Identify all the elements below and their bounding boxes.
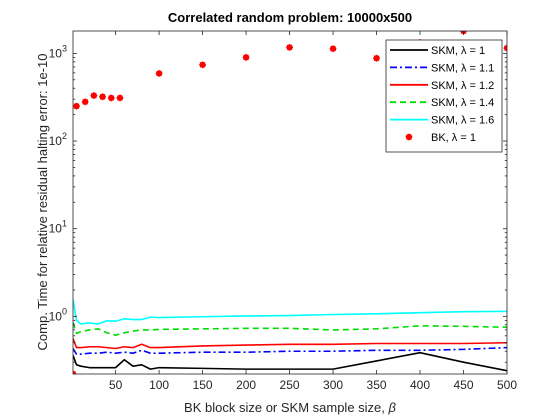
- legend-item: BK, λ = 1: [405, 132, 476, 144]
- legend-item: SKM, λ = 1.1: [390, 62, 494, 74]
- legend-label-lambda: λ = 1: [461, 45, 485, 57]
- series-0: [73, 351, 507, 372]
- data-point: [107, 94, 115, 102]
- data-point: [286, 43, 293, 51]
- series-line: [73, 351, 507, 372]
- legend-item: SKM, λ = 1.4: [390, 97, 494, 109]
- x-tick-label: 450: [453, 378, 473, 392]
- legend-label-name: SKM,: [431, 97, 461, 109]
- y-tick-label-exponent: 0: [62, 306, 67, 316]
- series-line: [73, 299, 507, 325]
- legend-label: SKM, λ = 1.6: [431, 115, 494, 127]
- x-tick-label: 350: [367, 378, 387, 392]
- data-point: [242, 53, 250, 61]
- legend-label-name: BK,: [431, 132, 452, 144]
- series-group: [73, 31, 507, 374]
- legend-label-lambda: λ = 1: [452, 132, 476, 144]
- data-point: [81, 98, 89, 106]
- legend-label-name: SKM,: [431, 45, 461, 57]
- series-line: [73, 338, 507, 350]
- x-axis-label: BK block size or SKM sample size, β: [184, 400, 396, 415]
- legend-label-name: SKM,: [431, 62, 461, 74]
- x-tick-label: 500: [497, 378, 517, 392]
- data-point: [155, 70, 163, 77]
- x-tick-label: 400: [410, 378, 430, 392]
- series-4: [73, 299, 507, 325]
- y-tick-label-base: 10: [49, 134, 63, 148]
- x-tick-label: 300: [323, 378, 343, 392]
- data-point: [116, 94, 124, 102]
- x-tick-label: 50: [109, 378, 123, 392]
- legend-item: SKM, λ = 1.2: [390, 80, 494, 92]
- legend-label-name: SKM,: [431, 80, 461, 92]
- data-point: [373, 54, 380, 62]
- legend-item: SKM, λ = 1: [390, 45, 485, 57]
- legend-label-lambda: λ = 1.4: [461, 97, 494, 109]
- chart-title: Correlated random problem: 10000x500: [168, 10, 412, 25]
- legend-label-lambda: λ = 1.2: [461, 80, 494, 92]
- y-tick-label-exponent: 3: [62, 43, 67, 53]
- y-tick-label-exponent: 1: [62, 219, 67, 229]
- legend-item: SKM, λ = 1.6: [390, 115, 494, 127]
- data-point: [90, 92, 98, 99]
- x-tick-label: 200: [236, 378, 256, 392]
- series-2: [73, 338, 507, 350]
- legend-label: SKM, λ = 1.1: [431, 62, 494, 74]
- x-tick-label: 250: [280, 378, 300, 392]
- data-point: [73, 102, 80, 110]
- series-3: [73, 322, 507, 336]
- y-tick-label-exponent: 2: [62, 131, 67, 141]
- legend-label-name: SKM,: [431, 115, 461, 127]
- data-point: [99, 93, 106, 101]
- y-tick-label-base: 10: [49, 46, 63, 60]
- legend-marker: [405, 133, 413, 141]
- series-line: [73, 346, 507, 356]
- legend-label: BK, λ = 1: [431, 132, 476, 144]
- legend-box: [385, 39, 503, 153]
- legend-label-lambda: λ = 1.1: [461, 62, 494, 74]
- x-axis-label-text: BK block size or SKM sample size,: [184, 400, 388, 415]
- y-tick-label: 101: [49, 219, 67, 236]
- legend-label: SKM, λ = 1: [431, 45, 485, 57]
- x-tick-label: 150: [193, 378, 213, 392]
- y-tick-label: 100: [49, 306, 67, 323]
- y-tick-label: 102: [49, 131, 67, 148]
- y-tick-label-base: 10: [49, 309, 63, 323]
- series-1: [73, 346, 507, 356]
- y-axis-label: Comp. Time for relative residual halting…: [35, 54, 50, 351]
- legend-label-lambda: λ = 1.6: [461, 115, 494, 127]
- legend-label: SKM, λ = 1.2: [431, 80, 494, 92]
- x-tick-label: 100: [149, 378, 169, 392]
- data-point: [329, 45, 337, 53]
- data-point: [199, 61, 206, 69]
- series-line: [73, 322, 507, 336]
- x-axis-label-symbol: β: [388, 400, 397, 415]
- x-axis-ticks: 50 100 150 200 250 300 350 400 450 500: [109, 31, 517, 392]
- y-tick-label-base: 10: [49, 222, 63, 236]
- y-tick-label: 103: [49, 43, 67, 60]
- legend-label: SKM, λ = 1.4: [431, 97, 494, 109]
